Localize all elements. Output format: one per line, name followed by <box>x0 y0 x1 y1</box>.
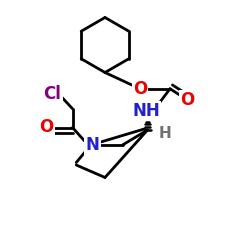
Text: O: O <box>133 80 147 98</box>
Text: Cl: Cl <box>44 85 62 103</box>
Text: NH: NH <box>132 102 160 120</box>
Text: H: H <box>159 126 172 140</box>
Text: N: N <box>86 136 100 154</box>
Text: O: O <box>180 91 194 109</box>
Text: O: O <box>39 118 54 136</box>
